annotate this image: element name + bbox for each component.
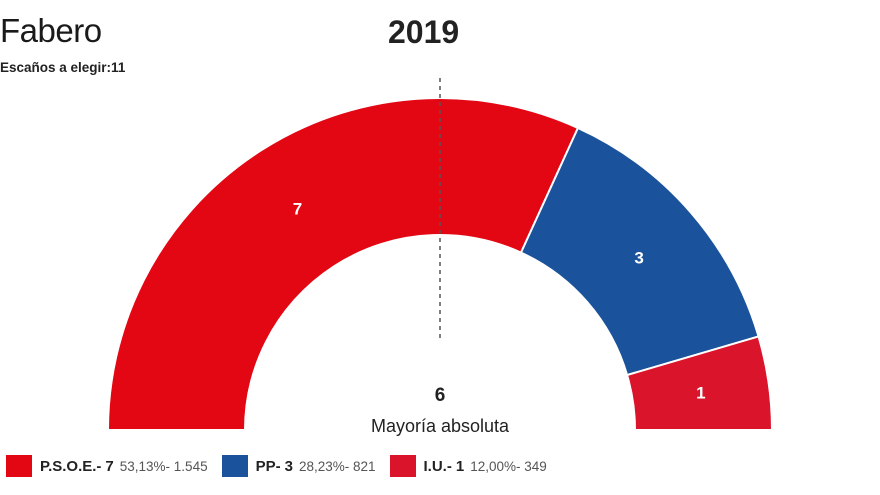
legend-stat: 12,00%- 349	[470, 458, 547, 474]
legend-seats: 1	[455, 457, 465, 475]
municipality-title: Fabero	[0, 12, 102, 49]
seats-to-elect-label: Escaños a elegir:11	[0, 60, 126, 75]
legend-swatch-psoe	[6, 455, 32, 477]
legend-item-pp: PP - 3 28,23%- 821	[221, 455, 376, 477]
legend-name: P.S.O.E.	[40, 457, 97, 475]
legend-seats: 3	[284, 457, 293, 475]
legend-name: PP	[255, 457, 276, 475]
legend-separator: -	[446, 457, 452, 475]
legend-item-psoe: P.S.O.E. - 7 53,13%- 1.545	[6, 455, 208, 477]
majority-value: 6	[435, 385, 446, 406]
parliament-chart: 7 3 1 6 Mayoría absoluta	[106, 78, 774, 436]
seat-arcs	[106, 97, 774, 431]
seat-count-label-2: 3	[634, 248, 643, 267]
legend-stat: 53,13%- 1.545	[119, 458, 208, 474]
legend-name: I.U.	[423, 457, 447, 475]
legend-stat: 28,23%- 821	[298, 458, 376, 474]
majority-label: Mayoría absoluta	[371, 416, 510, 436]
legend-separator: -	[275, 457, 281, 475]
legend-seats: 7	[105, 457, 114, 475]
seat-arc-3	[625, 335, 774, 431]
seat-count-label-3: 1	[696, 384, 705, 403]
seat-count-label-1: 7	[293, 199, 302, 218]
legend-item-iu: I.U. - 1 12,00%- 349	[389, 455, 547, 477]
legend-swatch-pp	[221, 455, 248, 477]
seat-arc-1	[106, 97, 580, 431]
legend-swatch-iu	[389, 455, 416, 477]
election-year: 2019	[388, 14, 460, 50]
legend-separator: -	[96, 457, 102, 475]
seat-labels: 7 3 1	[293, 199, 706, 402]
legend: P.S.O.E. - 7 53,13%- 1.545 PP - 3 28,23%…	[6, 455, 561, 477]
